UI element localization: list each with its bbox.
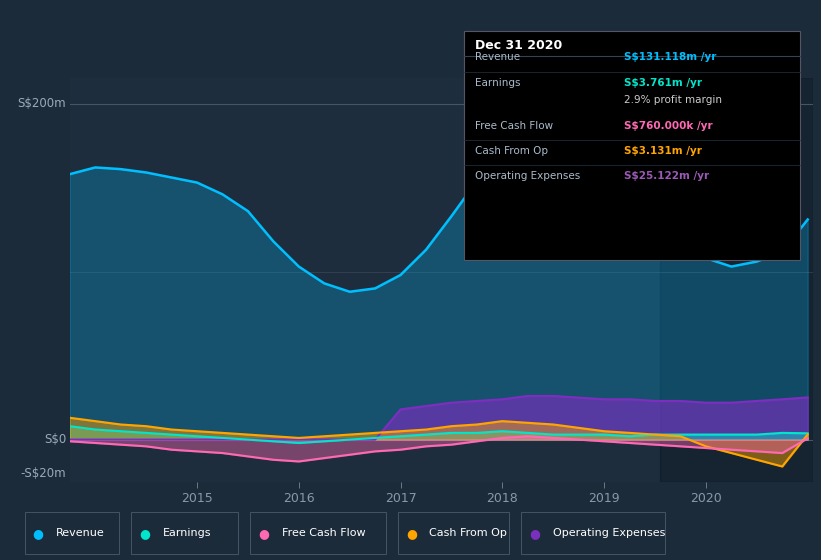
- Text: Cash From Op: Cash From Op: [429, 529, 507, 538]
- Text: ●: ●: [529, 527, 540, 540]
- Bar: [660, 78, 813, 482]
- Text: Operating Expenses: Operating Expenses: [475, 171, 580, 181]
- Text: S$0: S$0: [44, 433, 66, 446]
- Text: S$131.118m /yr: S$131.118m /yr: [624, 53, 717, 63]
- Text: Free Cash Flow: Free Cash Flow: [475, 120, 553, 130]
- Text: Revenue: Revenue: [475, 53, 520, 63]
- Text: Operating Expenses: Operating Expenses: [553, 529, 665, 538]
- Text: Revenue: Revenue: [56, 529, 104, 538]
- Text: ●: ●: [139, 527, 150, 540]
- Text: S$3.131m /yr: S$3.131m /yr: [624, 146, 702, 156]
- Text: ●: ●: [32, 527, 44, 540]
- Text: ●: ●: [406, 527, 417, 540]
- Text: Free Cash Flow: Free Cash Flow: [282, 529, 365, 538]
- Text: -S$20m: -S$20m: [21, 466, 66, 480]
- Text: S$3.761m /yr: S$3.761m /yr: [624, 78, 702, 88]
- Text: Earnings: Earnings: [475, 78, 520, 88]
- Text: S$25.122m /yr: S$25.122m /yr: [624, 171, 709, 181]
- Text: ●: ●: [258, 527, 269, 540]
- Text: Dec 31 2020: Dec 31 2020: [475, 39, 562, 52]
- Text: S$200m: S$200m: [17, 97, 66, 110]
- Text: Cash From Op: Cash From Op: [475, 146, 548, 156]
- Text: S$760.000k /yr: S$760.000k /yr: [624, 120, 713, 130]
- Text: Earnings: Earnings: [163, 529, 211, 538]
- Text: 2.9% profit margin: 2.9% profit margin: [624, 95, 722, 105]
